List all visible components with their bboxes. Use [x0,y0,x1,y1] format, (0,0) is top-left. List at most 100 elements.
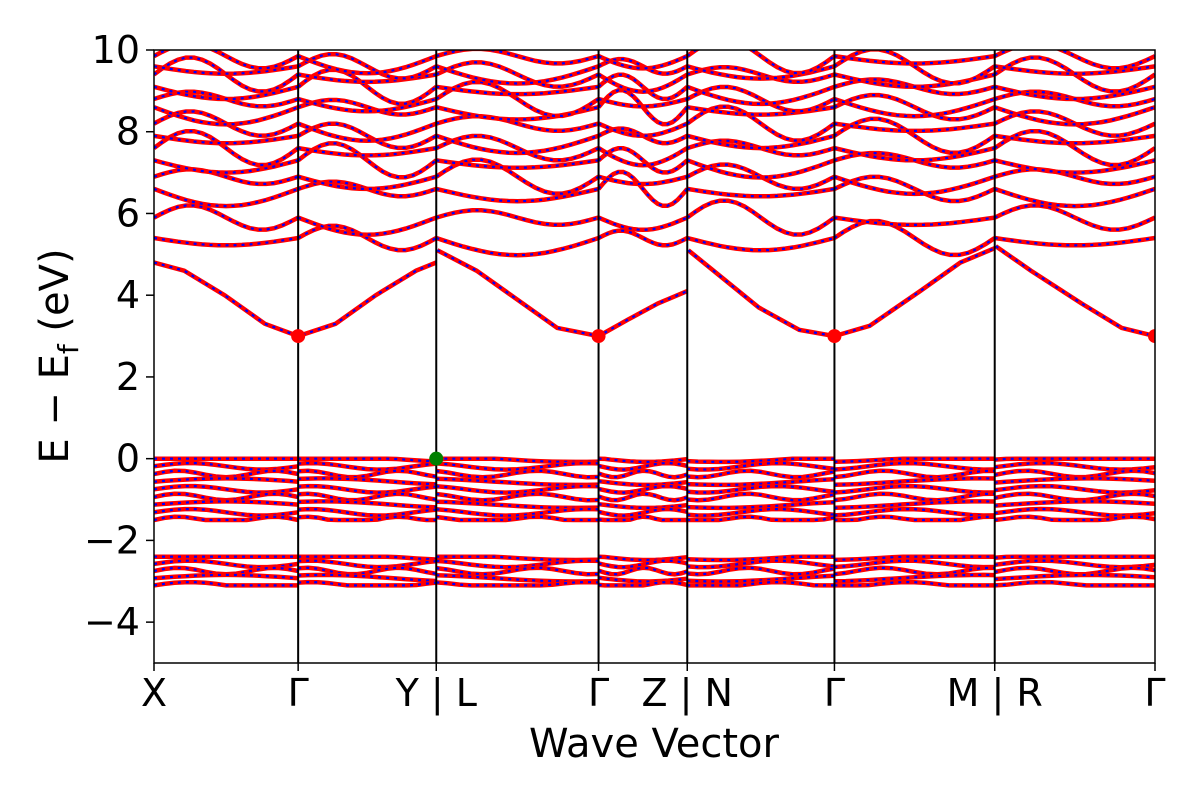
valence-band-lower-3-spin-up [597,565,688,577]
conduction-band-7-spin-up [435,133,600,163]
y-tick-label: 6 [116,191,140,235]
valence-band-upper-2-spin-down [994,461,1155,471]
valence-band-upper-5-spin-down [687,484,835,494]
conduction-band-8-spin-down [994,134,1155,145]
y-axis-title-subscript: f [52,343,85,354]
conduction-band-11-spin-down [435,81,600,117]
conduction-band-15-spin-down [436,50,599,65]
valence-band-upper-8-spin-down [436,507,599,517]
conduction-band-5-spin-down [435,158,600,195]
conduction-band-3-spin-down [834,216,995,227]
valence-band-lower-2-spin-down [687,559,835,569]
conduction-band-11-spin-down [834,97,996,118]
conduction-band-5-spin-down [686,163,835,190]
conduction-band-6-spin-down [154,159,299,174]
valence-band-upper-9-spin-up [598,514,688,523]
conduction-band-5-spin-down [598,175,688,186]
valence-band-upper-4-spin-down [994,477,1155,484]
valence-band-upper-2-spin-down [687,461,835,471]
conduction-band-14-spin-down [833,50,996,85]
valence-band-upper-6-spin-down [436,492,599,502]
conduction-band-4-spin-down [436,187,599,203]
valence-band-lower-5-spin-down [598,580,688,587]
x-tick-label: Γ [1144,671,1165,715]
conduction-band-5-spin-down [154,168,299,185]
valence-band-upper-9-spin-down [687,515,835,522]
cbm-marker-2 [591,329,606,344]
conduction-band-6-spin-down [994,159,1155,174]
y-axis-title-unit: (eV) [32,248,78,344]
lowest-conduction-band-spin-up [686,246,996,339]
conduction-band-3-spin-up [993,203,1155,232]
valence-band-upper-1-spin-down [994,457,1155,461]
lowest-conduction-band-spin-down [154,261,437,338]
valence-band-lower-4-spin-down [436,574,599,583]
conduction-band-3-spin-up [154,203,300,232]
valence-band-upper-1-spin-down [436,457,599,463]
valence-band-lower-4-spin-down [994,573,1155,581]
valence-band-lower-3-spin-up [298,565,437,577]
conduction-band-14-spin-down [435,65,599,85]
conduction-band-4-spin-up [833,174,996,204]
y-axis: −4 −2 0 2 4 6 8 10 [84,28,154,644]
valence-band-lower-4-spin-down [154,573,299,580]
conduction-band-11-spin-up [598,96,688,109]
valence-band-upper-9-spin-down [436,515,599,522]
valence-band-lower-4-spin-up [298,572,437,584]
valence-band-lower-5-spin-down [687,580,835,587]
valence-band-upper-9-spin-down [154,515,299,522]
conduction-band-4-spin-down [687,187,835,198]
conduction-band-9-spin-down [686,105,836,142]
x-tick-label: Z | N [642,671,733,716]
valence-band-upper-8-spin-down [598,507,688,517]
valence-band-upper-3-spin-up [298,468,437,480]
cbm-marker-1 [291,329,306,344]
conduction-band-12-spin-down [436,85,599,96]
y-axis-title-main: E − E [32,354,78,464]
cbm-marker-3 [827,329,842,344]
valence-band-upper-5-spin-up [298,483,437,495]
valence-band-lower-5-spin-up [298,579,437,588]
conduction-band-13-spin-down [834,73,995,88]
valence-band-upper-8-spin-down [994,507,1155,517]
conduction-band-4-spin-up [154,186,299,209]
conduction-band-2-spin-down [598,229,688,247]
valence-band-upper-4-spin-down [436,477,599,486]
vbm-marker-1 [429,451,444,466]
conduction-band-11-spin-down [598,97,688,108]
conduction-band-13-spin-down [686,66,835,83]
valence-band-lower-4-spin-down [834,573,995,583]
conduction-band-12-spin-down [686,85,835,106]
valence-band-upper-7-spin-down [687,501,835,509]
x-tick-label: Γ [588,671,609,715]
x-tick-label: M | R [947,671,1043,716]
y-tick-label: 0 [116,437,140,481]
valence-band-lower-2-spin-down [994,559,1155,569]
conduction-band-12-spin-down [297,68,437,105]
valence-band-upper-8-spin-down [834,507,995,517]
conduction-band-4-spin-down [154,187,299,208]
conduction-band-2-spin-down [833,220,996,256]
valence-band-lower-2-spin-down [834,559,995,569]
valence-band-upper-3-spin-down [834,469,995,479]
conduction-band-15-spin-down [297,55,437,75]
conduction-band-2-spin-down [687,236,835,252]
conduction-band-12-spin-down [154,85,299,101]
valence-band-upper-1-spin-down [598,457,688,463]
valence-band-upper-2-spin-down [598,461,688,471]
conduction-band-13-spin-up [435,60,600,89]
conduction-band-9-spin-down [154,110,299,137]
conduction-band-9-spin-down [297,122,437,142]
valence-band-lower-5-spin-down [154,581,299,587]
valence-band-upper-2-spin-down [834,461,995,471]
lowest-conduction-band-spin-up [994,244,1155,339]
lowest-conduction-band-spin-down [995,245,1155,338]
conduction-band-7-spin-down [994,130,1155,167]
conduction-band-15-spin-down [686,50,836,75]
lowest-conduction-band-spin-up [436,248,689,339]
valence-band-upper-6-spin-up [597,491,688,503]
valence-band-upper-6-spin-up [298,491,437,503]
conduction-band-4-spin-down [597,170,689,207]
valence-band-lower-1-spin-up [298,554,437,562]
y-tick-label: 4 [116,273,140,317]
